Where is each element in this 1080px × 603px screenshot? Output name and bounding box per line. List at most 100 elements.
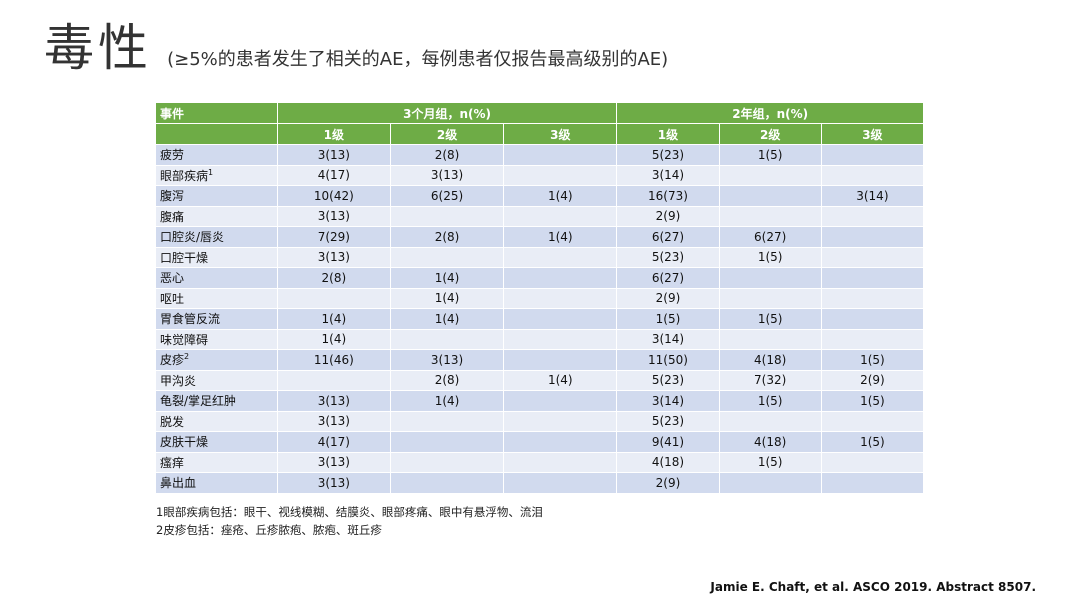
value-cell bbox=[821, 206, 925, 227]
value-cell bbox=[503, 329, 618, 350]
value-cell bbox=[277, 288, 391, 309]
value-cell bbox=[503, 288, 618, 309]
event-name-cell: 口腔炎/唇炎 bbox=[156, 226, 278, 248]
value-cell: 2(9) bbox=[616, 472, 720, 494]
value-cell: 4(17) bbox=[277, 165, 391, 186]
value-cell: 3(13) bbox=[277, 472, 391, 494]
value-cell: 1(4) bbox=[503, 185, 618, 207]
value-cell bbox=[503, 247, 618, 268]
event-name-cell: 鼻出血 bbox=[156, 472, 278, 494]
value-cell: 2(8) bbox=[390, 226, 505, 248]
value-cell bbox=[503, 206, 618, 227]
value-cell: 1(4) bbox=[503, 370, 618, 391]
table-row: 皮肤干燥 4(17) 9(41) 4(18) 1(5) bbox=[156, 431, 925, 453]
value-cell: 5(23) bbox=[616, 370, 720, 391]
value-cell: 6(27) bbox=[719, 226, 822, 248]
event-name-cell: 甲沟炎 bbox=[156, 370, 278, 391]
value-cell: 3(13) bbox=[277, 411, 391, 432]
value-cell: 7(32) bbox=[719, 370, 822, 391]
grade-header: 1级 bbox=[277, 123, 391, 145]
value-cell bbox=[503, 267, 618, 289]
event-name: 鼻出血 bbox=[160, 476, 197, 491]
group1-header: 3个月组，n(%) bbox=[277, 103, 618, 124]
event-name: 甲沟炎 bbox=[160, 373, 197, 388]
event-name-cell: 龟裂/掌足红肿 bbox=[156, 390, 278, 412]
event-name: 瘙痒 bbox=[160, 455, 185, 470]
event-name: 口腔干燥 bbox=[160, 250, 209, 265]
title-main: 毒性 bbox=[44, 19, 152, 77]
value-cell: 9(41) bbox=[616, 431, 720, 453]
value-cell bbox=[821, 329, 925, 350]
value-cell bbox=[821, 247, 925, 268]
footnote-rash: 2皮疹包括：痤疮、丘疹脓疱、脓疱、斑丘疹 bbox=[156, 523, 382, 537]
value-cell: 1(5) bbox=[719, 390, 822, 412]
value-cell: 5(23) bbox=[616, 247, 720, 268]
value-cell: 1(5) bbox=[719, 144, 822, 166]
value-cell bbox=[503, 452, 618, 473]
table-row: 胃食管反流 1(4) 1(4) 1(5) 1(5) bbox=[156, 308, 925, 330]
value-cell: 1(4) bbox=[390, 390, 505, 412]
value-cell bbox=[821, 472, 925, 494]
value-cell bbox=[277, 370, 391, 391]
value-cell bbox=[503, 349, 618, 371]
value-cell bbox=[503, 411, 618, 432]
table-row: 口腔干燥 3(13) 5(23) 1(5) bbox=[156, 247, 925, 268]
table-group-header-row: 事件 3个月组，n(%) 2年组，n(%) bbox=[156, 103, 924, 124]
grade-header: 3级 bbox=[503, 123, 618, 145]
event-name: 口腔炎/唇炎 bbox=[160, 230, 225, 245]
value-cell: 1(4) bbox=[277, 329, 391, 350]
event-name-cell: 味觉障碍 bbox=[156, 329, 278, 350]
value-cell: 1(5) bbox=[821, 349, 925, 371]
footnote-marker: 2 bbox=[184, 352, 190, 362]
value-cell bbox=[719, 288, 822, 309]
event-name-cell: 恶心 bbox=[156, 267, 278, 289]
value-cell bbox=[719, 165, 822, 186]
value-cell: 16(73) bbox=[616, 185, 720, 207]
table-row: 腹泻 10(42) 6(25) 1(4) 16(73) 3(14) bbox=[156, 185, 925, 207]
title-subtitle: (≥5%的患者发生了相关的AE，每例患者仅报告最高级别的AE) bbox=[167, 49, 669, 70]
value-cell bbox=[390, 206, 505, 227]
event-name: 呕吐 bbox=[160, 291, 185, 306]
event-name-cell: 腹泻 bbox=[156, 185, 278, 207]
value-cell: 1(4) bbox=[390, 267, 505, 289]
value-cell bbox=[821, 411, 925, 432]
value-cell: 5(23) bbox=[616, 144, 720, 166]
table-row: 脱发 3(13) 5(23) bbox=[156, 411, 925, 432]
value-cell bbox=[821, 308, 925, 330]
value-cell bbox=[821, 288, 925, 309]
value-cell bbox=[719, 206, 822, 227]
value-cell bbox=[503, 144, 618, 166]
event-name: 腹泻 bbox=[160, 189, 185, 204]
event-name: 龟裂/掌足红肿 bbox=[160, 394, 237, 409]
value-cell bbox=[821, 165, 925, 186]
event-name: 脱发 bbox=[160, 414, 185, 429]
value-cell: 3(14) bbox=[616, 329, 720, 350]
value-cell: 3(13) bbox=[277, 144, 391, 166]
value-cell bbox=[719, 185, 822, 207]
value-cell bbox=[503, 390, 618, 412]
value-cell: 1(4) bbox=[503, 226, 618, 248]
table-row: 龟裂/掌足红肿 3(13) 1(4) 3(14) 1(5) 1(5) bbox=[156, 390, 925, 412]
event-name: 皮疹 bbox=[160, 353, 185, 368]
value-cell: 2(9) bbox=[616, 288, 720, 309]
table-row: 恶心 2(8) 1(4) 6(27) bbox=[156, 267, 925, 289]
value-cell: 1(5) bbox=[821, 390, 925, 412]
table-row: 腹痛 3(13) 2(9) bbox=[156, 206, 925, 227]
value-cell: 4(18) bbox=[616, 452, 720, 473]
value-cell bbox=[719, 472, 822, 494]
event-name-cell: 皮疹2 bbox=[156, 349, 278, 371]
value-cell: 4(18) bbox=[719, 431, 822, 453]
event-name-cell: 眼部疾病1 bbox=[156, 165, 278, 186]
value-cell: 1(5) bbox=[719, 308, 822, 330]
event-name-cell: 瘙痒 bbox=[156, 452, 278, 473]
event-header-blank bbox=[156, 123, 278, 145]
value-cell: 3(13) bbox=[390, 349, 505, 371]
table-row: 眼部疾病1 4(17) 3(13) 3(14) bbox=[156, 165, 925, 186]
table-row: 瘙痒 3(13) 4(18) 1(5) bbox=[156, 452, 925, 473]
value-cell: 3(14) bbox=[616, 165, 720, 186]
event-name: 皮肤干燥 bbox=[160, 435, 209, 450]
value-cell bbox=[821, 452, 925, 473]
event-name: 眼部疾病 bbox=[160, 168, 209, 183]
value-cell: 6(27) bbox=[616, 267, 720, 289]
table-row: 口腔炎/唇炎 7(29) 2(8) 1(4) 6(27) 6(27) bbox=[156, 226, 925, 248]
